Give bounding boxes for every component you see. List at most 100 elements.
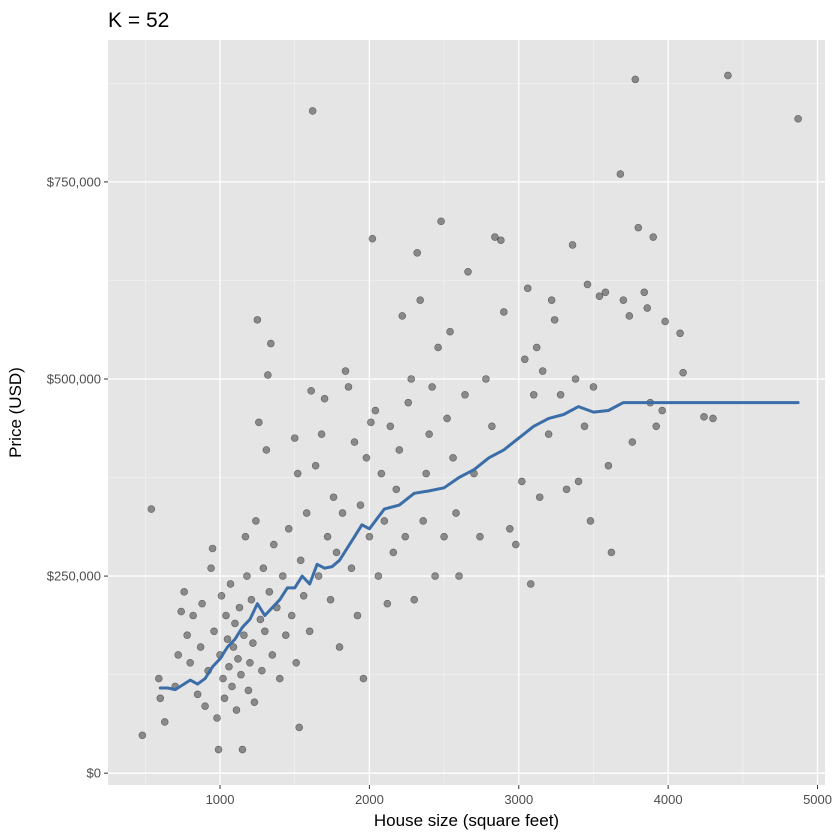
data-point	[356, 501, 365, 509]
data-point	[250, 698, 259, 707]
data-point	[299, 591, 308, 600]
data-point	[526, 580, 535, 588]
data-point	[497, 236, 505, 245]
y-axis-title: Price (USD)	[6, 367, 25, 458]
y-tick-label: $0	[87, 766, 101, 781]
data-point	[207, 564, 215, 573]
data-point	[362, 454, 371, 462]
data-point	[347, 564, 356, 573]
data-point	[246, 659, 254, 667]
data-point	[658, 406, 666, 415]
data-point	[196, 643, 205, 651]
data-point	[535, 493, 544, 502]
data-point	[410, 595, 419, 604]
data-point	[243, 572, 251, 580]
data-point	[255, 418, 263, 427]
data-point	[491, 233, 499, 241]
data-point	[220, 694, 229, 703]
data-point	[428, 383, 436, 391]
data-point	[589, 383, 598, 391]
data-point	[222, 611, 230, 620]
data-point	[201, 702, 209, 710]
data-point	[383, 599, 392, 608]
data-point	[634, 223, 643, 232]
data-point	[413, 249, 422, 257]
data-point	[407, 375, 416, 383]
data-point	[724, 71, 732, 80]
data-point	[219, 674, 227, 683]
data-point	[661, 317, 669, 326]
data-point	[604, 461, 613, 470]
data-point	[476, 532, 484, 541]
data-point	[311, 461, 320, 470]
data-point	[326, 595, 335, 604]
x-tick-label: 5000	[803, 792, 832, 807]
data-point	[268, 651, 277, 659]
data-point	[395, 446, 404, 454]
data-point	[183, 631, 191, 640]
data-point	[794, 115, 802, 123]
data-point	[287, 611, 296, 620]
data-point	[425, 430, 433, 438]
data-point	[213, 714, 221, 722]
data-point	[488, 422, 496, 431]
data-point	[256, 615, 265, 624]
data-point	[174, 651, 183, 659]
data-point	[440, 532, 448, 541]
data-point	[293, 469, 302, 478]
data-point	[317, 430, 326, 438]
data-point	[270, 540, 278, 549]
data-point	[353, 611, 362, 620]
data-point	[619, 296, 628, 304]
data-point	[223, 635, 232, 643]
regression-line	[158, 401, 800, 692]
data-point	[586, 517, 595, 525]
data-point	[506, 524, 514, 533]
data-point	[335, 643, 344, 651]
data-point	[267, 339, 275, 348]
data-point	[232, 706, 241, 714]
data-point	[517, 477, 526, 486]
data-point	[607, 548, 616, 557]
data-point	[314, 572, 323, 580]
data-point	[332, 548, 341, 557]
data-point	[679, 368, 687, 377]
data-point	[511, 540, 520, 549]
data-point	[404, 398, 413, 407]
data-point	[138, 731, 147, 740]
data-point	[208, 544, 217, 553]
data-point	[529, 390, 538, 399]
data-point	[380, 517, 389, 525]
data-point	[640, 288, 649, 297]
data-point	[295, 723, 304, 732]
data-point	[464, 267, 472, 276]
data-point	[434, 343, 442, 352]
data-point	[305, 627, 314, 636]
data-point	[308, 107, 317, 115]
data-point	[649, 233, 658, 241]
data-point	[389, 548, 398, 557]
data-point	[446, 327, 454, 336]
data-point	[189, 611, 197, 620]
data-point	[431, 572, 439, 580]
data-point	[574, 477, 583, 486]
data-point	[631, 75, 640, 84]
y-axis: $0 $250,000 $500,000 $750,000	[47, 174, 108, 781]
data-point	[398, 312, 407, 320]
data-point	[583, 280, 592, 289]
data-point	[323, 532, 332, 541]
data-point	[292, 659, 301, 667]
data-point	[160, 718, 169, 726]
data-point	[290, 434, 299, 442]
data-point	[214, 745, 223, 754]
y-tick-label: $750,000	[47, 174, 101, 189]
data-point	[452, 509, 460, 517]
data-point	[568, 241, 577, 249]
data-point	[449, 454, 457, 462]
x-tick-label: 1000	[206, 792, 235, 807]
data-point	[625, 312, 634, 320]
data-point	[367, 418, 375, 427]
data-point	[180, 588, 188, 596]
plot-panel	[108, 40, 825, 785]
y-tick-label: $500,000	[47, 371, 101, 386]
